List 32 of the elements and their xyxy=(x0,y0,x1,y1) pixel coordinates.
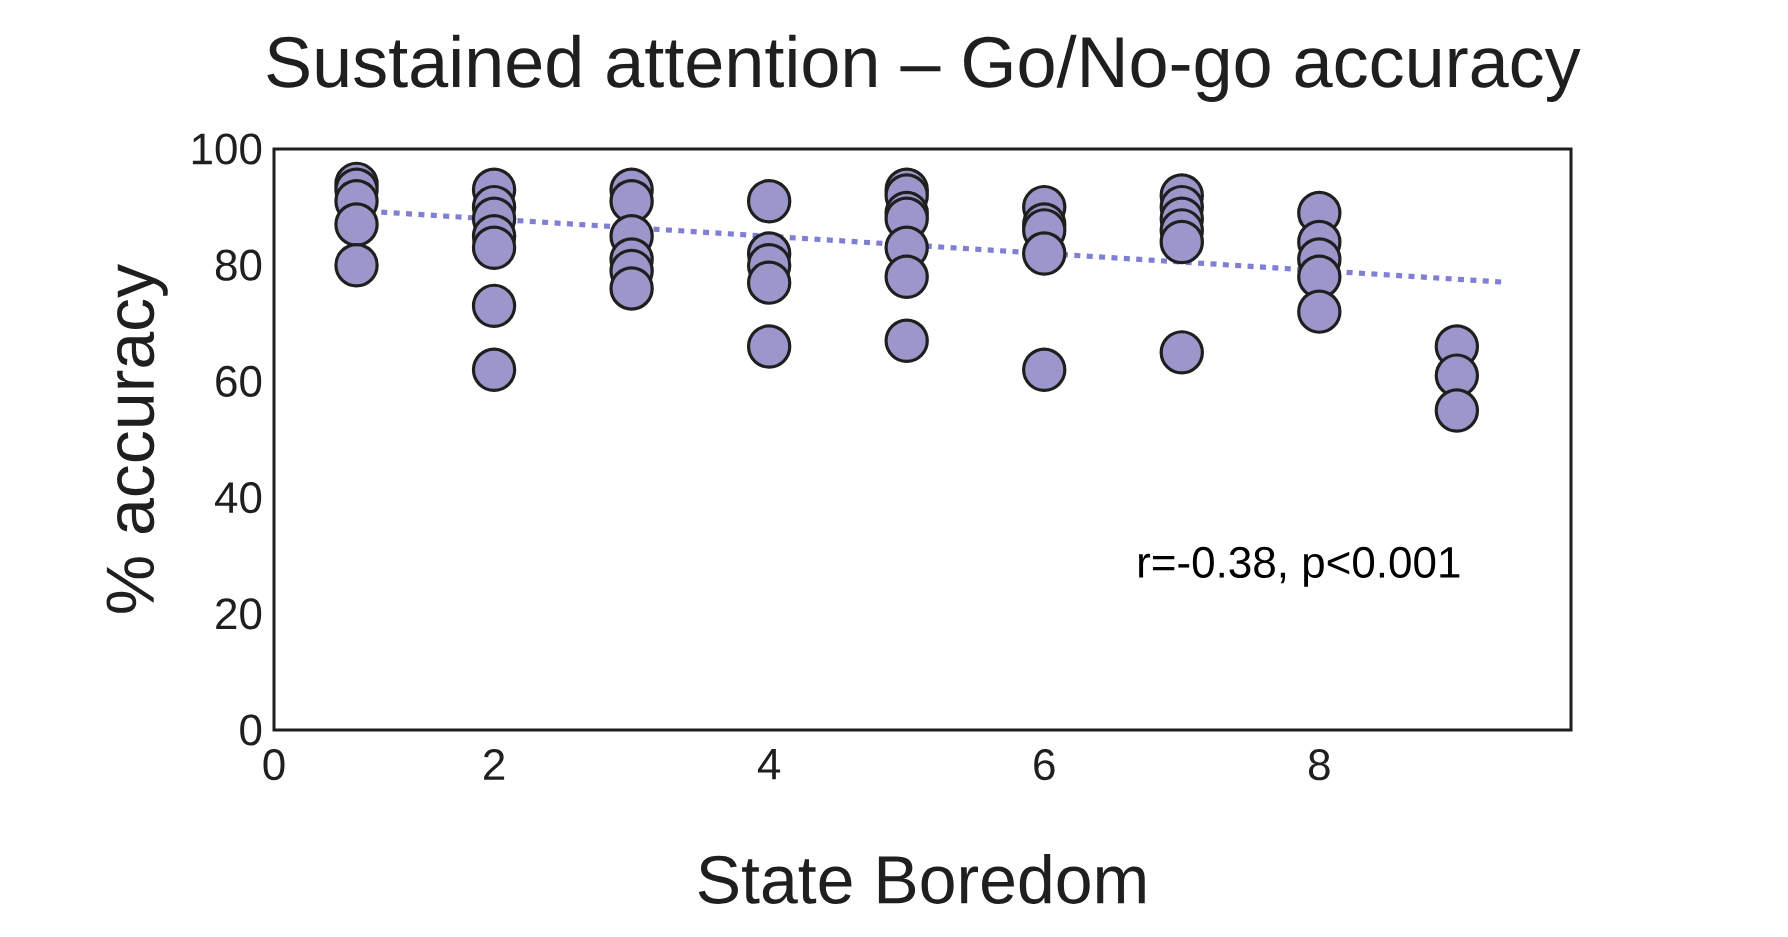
y-tick-label: 0 xyxy=(240,714,262,746)
chart-title: Sustained attention – Go/No-go accuracy xyxy=(267,34,1581,102)
point xyxy=(471,283,517,329)
y-tick-label: 20 xyxy=(216,598,262,630)
y-tick-label: 40 xyxy=(215,482,262,514)
point xyxy=(746,179,792,224)
point xyxy=(1434,388,1480,433)
point xyxy=(334,202,379,247)
point xyxy=(746,324,792,369)
x-axis-title: State Boredom xyxy=(698,853,1145,904)
y-tick-label: 100 xyxy=(192,133,262,165)
point xyxy=(1022,347,1067,392)
point xyxy=(746,260,792,305)
x-tick-label: 4 xyxy=(757,749,781,780)
y-axis-title: % accuracy xyxy=(106,263,168,613)
point xyxy=(1159,330,1204,375)
x-tick-label: 8 xyxy=(1308,749,1330,781)
point xyxy=(884,318,929,363)
x-tick-label: 6 xyxy=(1034,749,1055,781)
point xyxy=(471,347,517,392)
point xyxy=(1022,231,1067,276)
y-tick-label: 80 xyxy=(215,249,262,281)
point xyxy=(1159,219,1204,265)
x-tick-label: 0 xyxy=(263,749,285,781)
y-tick-label: 60 xyxy=(216,365,262,397)
point xyxy=(1297,289,1342,334)
annotation: r=-0.38, p<0.001 xyxy=(1139,546,1460,587)
point xyxy=(609,266,654,311)
point xyxy=(471,225,517,270)
x-tick-label: 2 xyxy=(484,749,505,780)
point xyxy=(884,254,929,300)
point xyxy=(334,242,379,288)
